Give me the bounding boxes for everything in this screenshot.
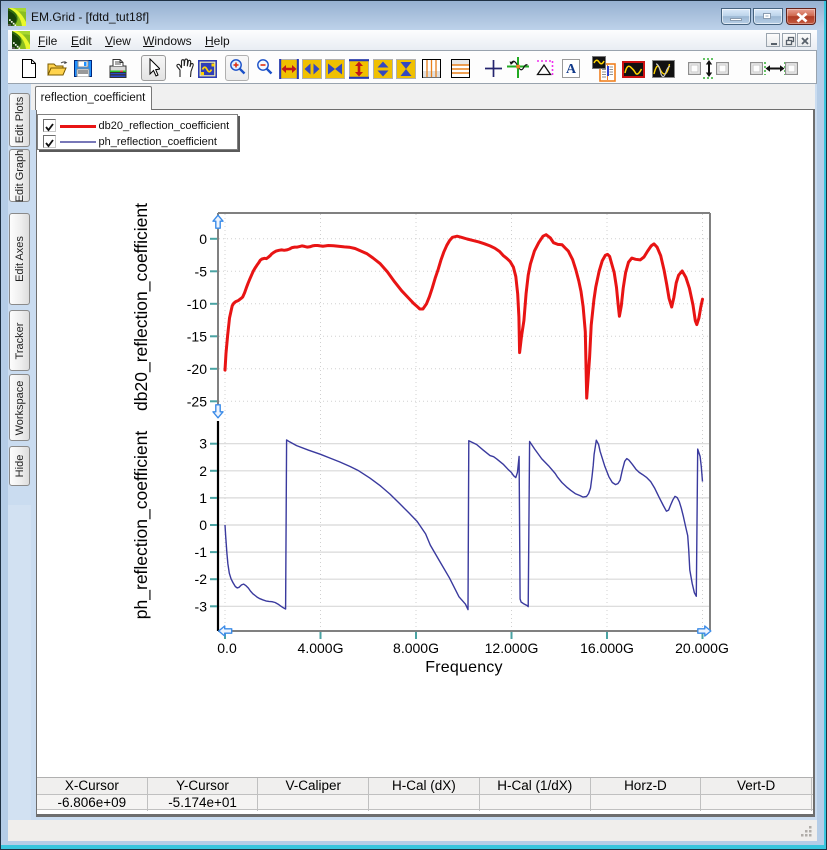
svg-text:db20_reflection_coefficient: db20_reflection_coefficient [131,203,152,411]
svg-text:0: 0 [199,231,207,247]
svg-text:ph_reflection_coefficient: ph_reflection_coefficient [131,431,152,620]
svg-text:-5: -5 [195,263,208,279]
svg-text:-10: -10 [187,296,207,312]
svg-text:0: 0 [199,517,207,533]
svg-text:8.000G: 8.000G [393,640,439,656]
svg-text:-25: -25 [187,393,207,409]
svg-text:Frequency: Frequency [425,659,502,676]
svg-text:-2: -2 [195,571,208,587]
svg-text:A: A [566,62,577,77]
svg-text:-3: -3 [195,598,208,614]
svg-text:-20: -20 [187,361,207,377]
svg-text:20.000G: 20.000G [675,640,729,656]
svg-text:2: 2 [199,463,207,479]
svg-text:12.000G: 12.000G [485,640,539,656]
svg-text:16.000G: 16.000G [580,640,634,656]
svg-text:0.0: 0.0 [217,640,237,656]
svg-text:4.000G: 4.000G [298,640,344,656]
svg-text:1: 1 [199,490,207,506]
svg-text:-15: -15 [187,328,207,344]
svg-text:3: 3 [199,436,207,452]
svg-text:-1: -1 [195,544,208,560]
